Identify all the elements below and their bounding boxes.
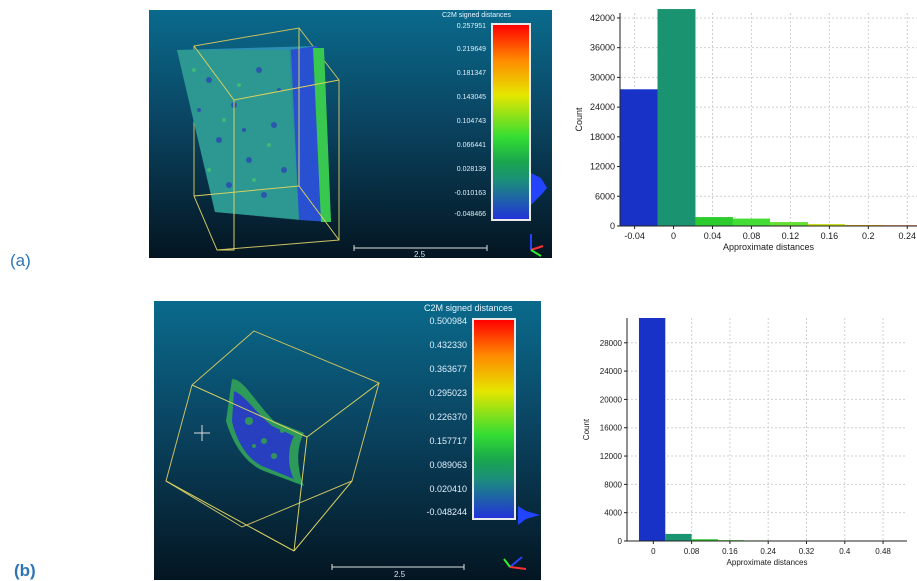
histogram-a: 0 6000 12000 18000 24000 30000 36000 42000 -0.04…: [560, 5, 917, 265]
x-tick-label: 0.12: [782, 231, 800, 241]
colorbar-tick: 0.257951: [431, 23, 486, 30]
histogram-bar: [620, 89, 657, 226]
histogram-bar: [657, 9, 695, 226]
y-tick-label: 4000: [604, 509, 622, 518]
colorbar-tick: 0.500984: [400, 316, 467, 326]
colorbar-tick: 0.363677: [400, 364, 467, 374]
y-tick-label: 30000: [590, 72, 615, 82]
x-tick-label: 0: [671, 231, 676, 241]
x-tick-label: 0.32: [799, 547, 815, 556]
y-axis-title: Count: [582, 418, 591, 440]
panel-label-a: (a): [10, 251, 31, 271]
x-axis-title: Approximate distances: [723, 242, 815, 252]
x-tick-label: 0.4: [839, 547, 851, 556]
x-tick-label: 0: [651, 547, 656, 556]
x-tick-label: 0.24: [760, 547, 776, 556]
colorbar-tick: 0.143045: [431, 94, 486, 101]
y-tick-label: 24000: [600, 367, 623, 376]
x-tick-label: -0.04: [624, 231, 645, 241]
y-tick-label: 24000: [590, 102, 615, 112]
histogram-bar: [639, 318, 665, 541]
colorbar-title-a: C2M signed distances: [442, 12, 511, 19]
colorbar-title-b: C2M signed distances: [424, 303, 513, 313]
histogram-bar: [733, 219, 770, 226]
colorbar-tick: 0.104743: [431, 118, 486, 125]
y-tick-label: 42000: [590, 13, 615, 23]
y-tick-label: 8000: [604, 480, 622, 489]
y-tick-label: 36000: [590, 43, 615, 53]
histogram-bar: [665, 534, 691, 541]
3d-viewer-a[interactable]: C2M signed distances 0.257951 0.219649 0…: [149, 10, 552, 258]
colorbar-tick: 0.295023: [400, 388, 467, 398]
x-tick-label: 0.08: [684, 547, 700, 556]
y-tick-label: 28000: [600, 339, 623, 348]
y-tick-label: 12000: [600, 452, 623, 461]
y-tick-label: 6000: [595, 191, 615, 201]
y-tick-label: 18000: [590, 132, 615, 142]
histogram-bar: [770, 222, 808, 226]
colorbar-tick: 0.089063: [400, 460, 467, 470]
y-tick-label: 20000: [600, 395, 623, 404]
3d-viewer-b[interactable]: C2M signed distances 0.500984 0.432330 0…: [154, 301, 541, 580]
colorbar-tick: 0.066441: [431, 142, 486, 149]
x-tick-label: 0.2: [862, 231, 875, 241]
histogram-bar: [695, 217, 732, 226]
x-tick-label: 0.24: [898, 231, 916, 241]
colorbar-tick: -0.010163: [431, 190, 486, 197]
colorbar-b: [472, 318, 516, 520]
histogram-b: 0 4000 8000 12000 16000 20000 24000 28000 0 0.08 0…: [575, 310, 917, 578]
y-tick-label: 16000: [600, 424, 623, 433]
y-tick-label: 12000: [590, 162, 615, 172]
colorbar-tick: 0.432330: [400, 340, 467, 350]
y-tick-label: 0: [618, 537, 623, 546]
x-tick-label: 0.48: [875, 547, 891, 556]
colorbar-tick: 0.181347: [431, 70, 486, 77]
colorbar-tick: 0.226370: [400, 412, 467, 422]
colorbar-tick: 0.020410: [400, 484, 467, 494]
x-tick-label: 0.04: [704, 231, 722, 241]
colorbar-tick: 0.028139: [431, 166, 486, 173]
colorbar-a: [491, 23, 531, 221]
scale-bar-label-a: 2.5: [414, 250, 425, 258]
colorbar-tick: -0.048244: [400, 507, 467, 517]
colorbar-tick: 0.157717: [400, 436, 467, 446]
y-tick-label: 0: [610, 221, 615, 231]
x-tick-label: 0.16: [821, 231, 839, 241]
colorbar-tick: 0.219649: [431, 46, 486, 53]
panel-label-b: (b): [14, 561, 36, 581]
y-axis-title: Count: [574, 107, 584, 132]
x-axis-title: Approximate distances: [727, 558, 808, 567]
colorbar-tick: -0.048466: [431, 211, 486, 218]
scale-bar-label-b: 2.5: [394, 570, 405, 579]
x-tick-label: 0.08: [743, 231, 761, 241]
x-tick-label: 0.16: [722, 547, 738, 556]
